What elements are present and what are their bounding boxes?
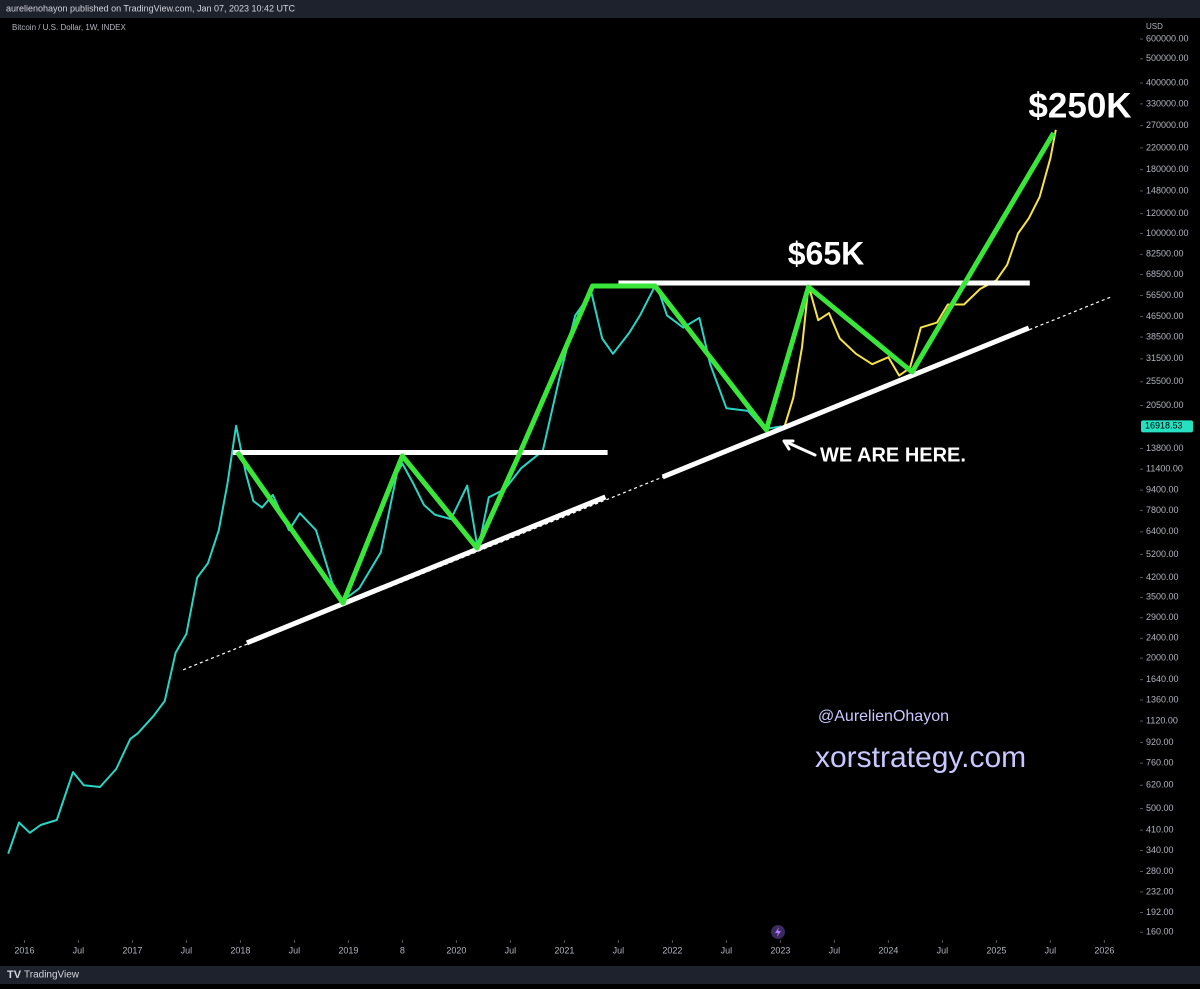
publisher: aurelienohayon published on TradingView.… [6,3,296,13]
y-axis-unit: USD [1146,22,1163,31]
y-tick-label: 340.00 [1146,845,1174,855]
y-tick-label: 180000.00 [1146,164,1189,174]
x-tick-label: 2018 [230,945,250,955]
drawing-line [245,494,607,646]
y-tick-label: 2000.00 [1146,652,1179,662]
x-tick-label: 2021 [554,945,574,955]
y-tick-label: 5200.00 [1146,549,1179,559]
x-tick-label: 2019 [338,945,358,955]
y-tick-label: 4200.00 [1146,572,1179,582]
x-tick-label: Jul [613,945,625,955]
tv-logo: TV [7,969,22,981]
annotation: $250K [1028,86,1131,125]
y-tick-label: 500.00 [1146,803,1174,813]
y-tick-label: 25500.00 [1146,376,1184,386]
y-tick-label: 192.00 [1146,907,1174,917]
y-tick-label: 220000.00 [1146,142,1189,152]
y-tick-label: 82500.00 [1146,249,1184,259]
plot: 600000.00 500000.00 400000.00 330000.00 2700… [7,33,1193,955]
y-tick-label: 148000.00 [1146,185,1189,195]
x-tick-label: Jul [937,945,949,955]
x-tick-label: Jul [1045,945,1057,955]
y-tick-label: 120000.00 [1146,208,1189,218]
x-tick-label: 2024 [878,945,898,955]
y-tick-label: 9400.00 [1146,485,1179,495]
y-tick-label: 1640.00 [1146,674,1179,684]
y-tick-label: 100000.00 [1146,228,1189,238]
y-tick-label: 56500.00 [1146,290,1184,300]
x-tick-label: Jul [721,945,733,955]
y-tick-label: 7800.00 [1146,505,1179,515]
x-tick-label: Jul [73,945,85,955]
y-tick-label: 500000.00 [1146,53,1189,63]
x-tick-label: 2023 [770,945,790,955]
x-tick-label: 2017 [122,945,142,955]
x-tick-label: 2016 [14,945,34,955]
symbol-title: Bitcoin / U.S. Dollar, 1W, INDEX [12,23,126,32]
y-tick-label: 6400.00 [1146,526,1179,536]
price-line [783,129,1057,427]
annotation: @AurelienOhayon [818,708,949,725]
y-tick-label: 2900.00 [1146,612,1179,622]
x-tick-label: Jul [289,945,301,955]
y-tick-label: 11400.00 [1146,464,1183,474]
y-tick-label: 760.00 [1146,758,1174,768]
trend-extension [182,296,1112,671]
footer-brand: TradingView [24,970,80,981]
y-tick-label: 1360.00 [1146,694,1179,704]
x-tick-label: 2022 [662,945,682,955]
y-tick-label: 620.00 [1146,780,1174,790]
y-tick-label: 280.00 [1146,866,1174,876]
x-tick-label: Jul [829,945,841,955]
price-line [7,282,782,855]
y-tick-label: 1120.00 [1146,715,1178,725]
annotation: xorstrategy.com [815,741,1026,774]
arrow [782,439,817,457]
x-tick-label: 2026 [1094,945,1114,955]
y-tick-label: 600000.00 [1146,33,1189,43]
y-tick-label: 2400.00 [1146,633,1179,643]
x-tick-label: 8 [400,945,405,955]
y-tick-label: 920.00 [1146,737,1174,747]
annotation: WE ARE HERE. [820,444,966,466]
y-tick-label: 410.00 [1146,825,1174,835]
x-tick-label: 2020 [446,945,466,955]
watermark-bolt [775,927,781,937]
y-tick-label: 330000.00 [1146,98,1189,108]
y-tick-label: 13800.00 [1146,443,1184,453]
y-tick-label: 270000.00 [1146,120,1189,130]
y-tick-label: 31500.00 [1146,353,1184,363]
y-tick-label: 160.00 [1146,927,1174,937]
x-tick-label: Jul [505,945,517,955]
y-tick-label: 38500.00 [1146,331,1184,341]
y-tick-label: 232.00 [1146,886,1174,896]
footer-bar [0,966,1200,984]
last-price-label: 16918.53 [1145,421,1183,431]
y-tick-label: 46500.00 [1146,311,1184,321]
y-tick-label: 68500.00 [1146,269,1184,279]
last-price-box [1141,420,1193,433]
header-bar [0,0,1200,18]
y-tick-label: 400000.00 [1146,77,1189,87]
x-tick-label: 2025 [986,945,1006,955]
y-tick-label: 20500.00 [1146,400,1184,410]
y-tick-label: 3500.00 [1146,592,1179,602]
drawing-line [661,325,1030,480]
annotation: $65K [788,235,865,271]
drawing-line [235,131,1056,606]
x-tick-label: Jul [181,945,193,955]
